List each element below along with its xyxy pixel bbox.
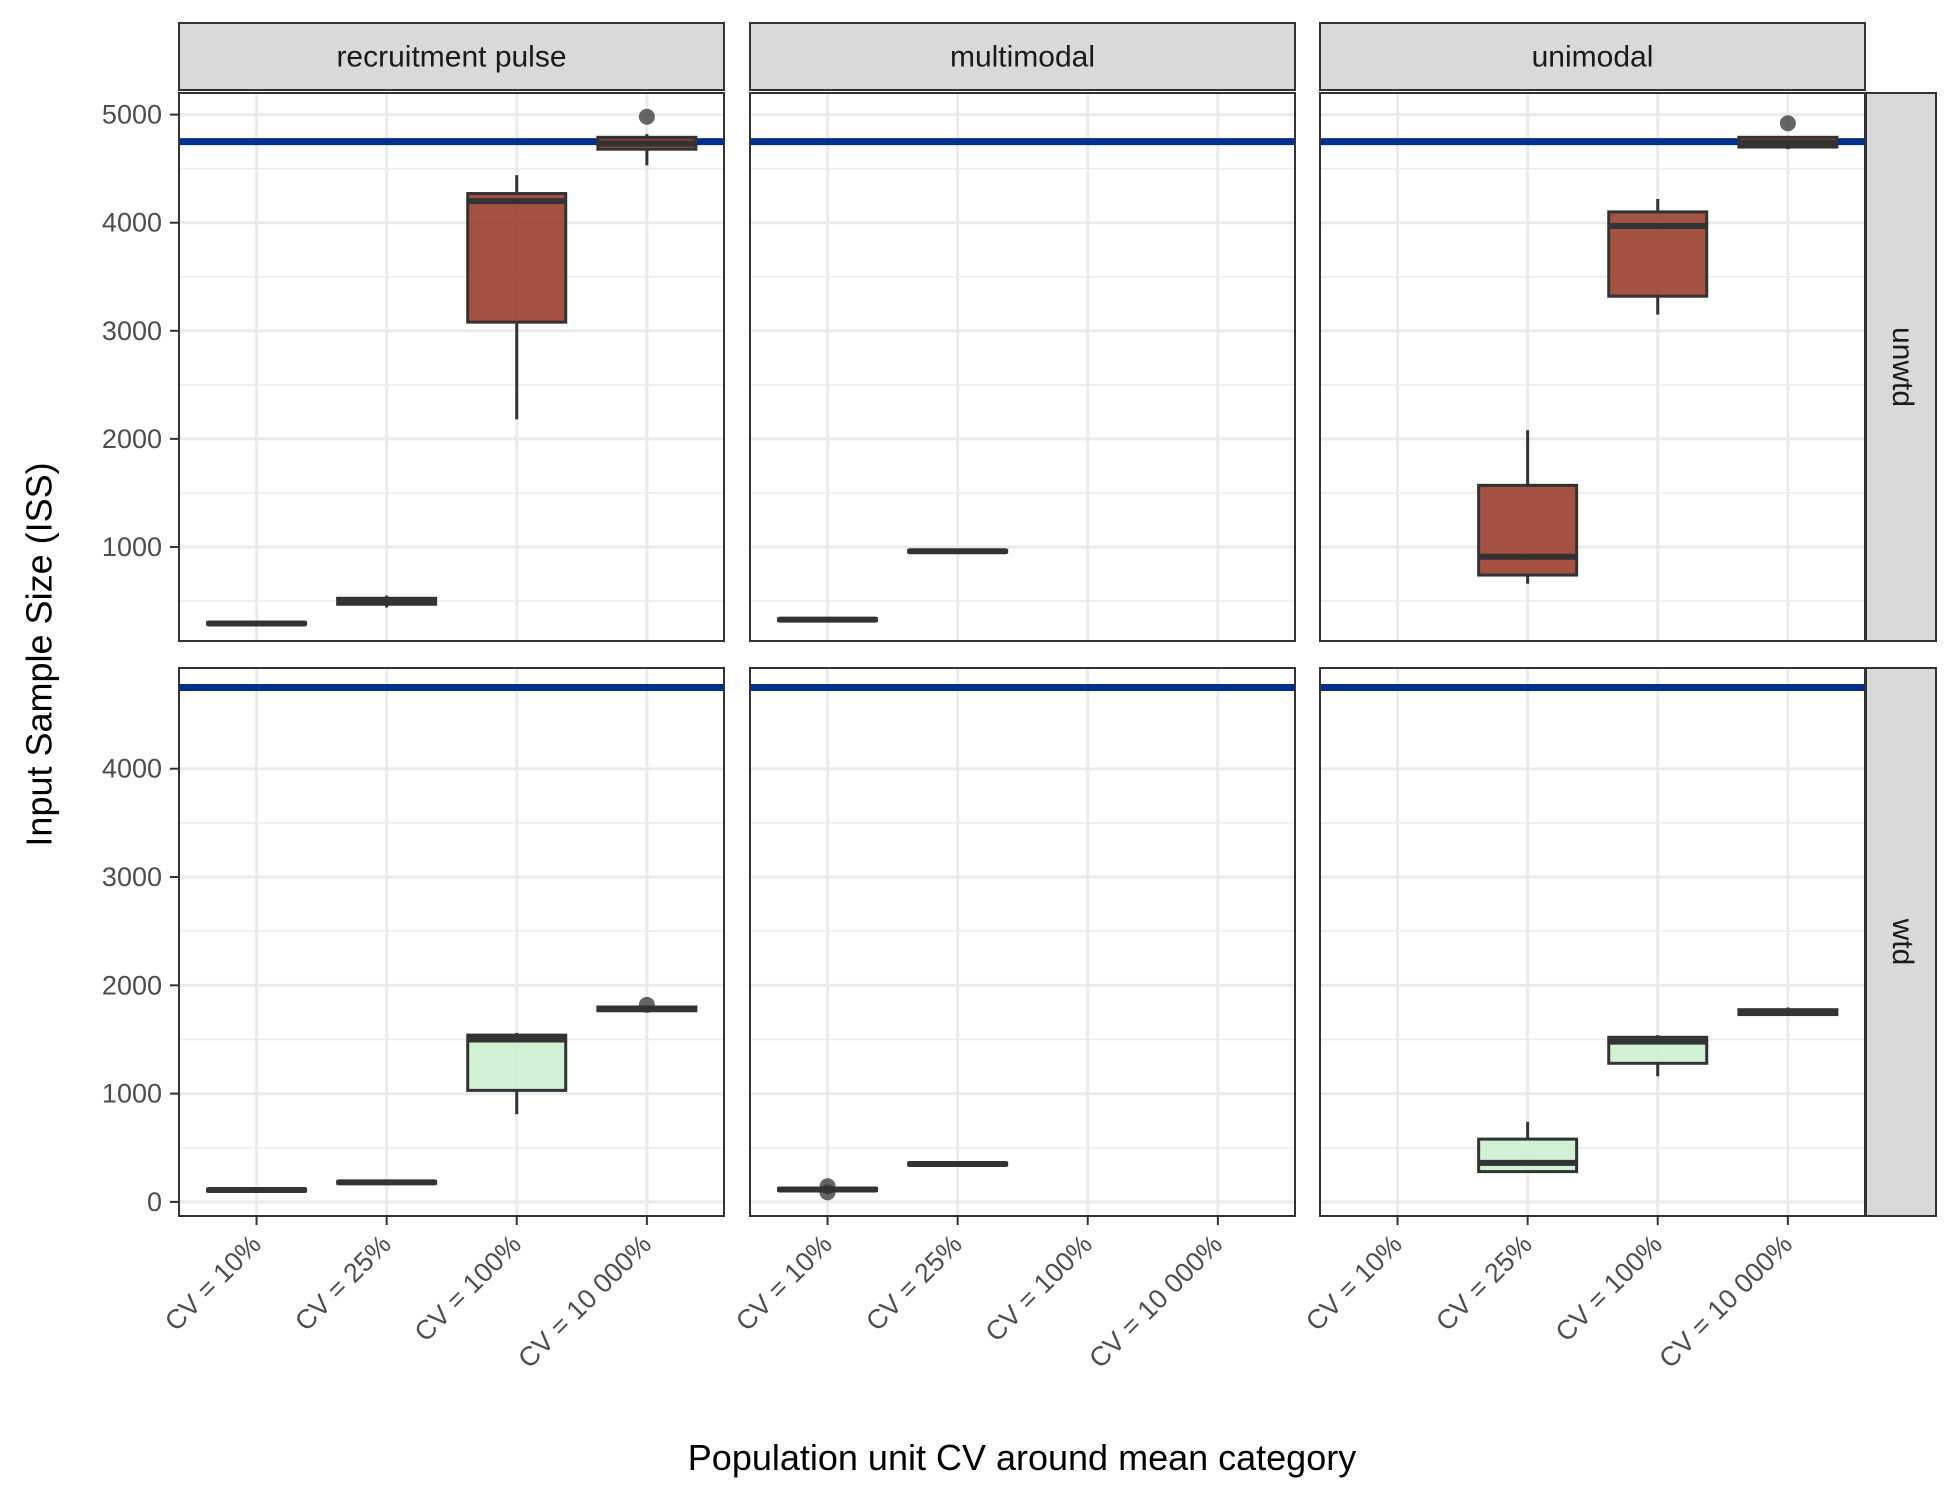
- x-tick-label: CV = 10 000%: [1083, 1229, 1228, 1374]
- x-tick-label: CV = 100%: [1550, 1229, 1668, 1347]
- x-tick-label: CV = 10%: [1300, 1229, 1408, 1337]
- y-tick-label: 1000: [102, 1079, 162, 1109]
- box-iqr: [466, 192, 568, 324]
- outlier-point: [638, 108, 655, 125]
- facet-strip-row: [1865, 667, 1937, 1217]
- x-tick-label: CV = 10 000%: [512, 1229, 657, 1374]
- y-tick-label: 1000: [102, 532, 162, 562]
- x-tick-label: CV = 25%: [1430, 1229, 1538, 1337]
- panel-border: [749, 667, 1296, 1217]
- panel-border: [1319, 667, 1866, 1217]
- panel-background: [179, 668, 724, 1216]
- facet-strip-col: [178, 22, 725, 91]
- panel: [749, 667, 1296, 1217]
- facet-strip-row: [1865, 92, 1937, 642]
- y-tick-label: 3000: [102, 316, 162, 346]
- facet-strip-col: [1319, 22, 1866, 91]
- panel-border: [749, 92, 1296, 642]
- x-tick-label: CV = 10 000%: [1653, 1229, 1798, 1374]
- facet-strip-label: wtd: [1886, 918, 1919, 966]
- y-tick-label: 2000: [102, 970, 162, 1000]
- panel-background: [750, 668, 1295, 1216]
- facet-strip-label: unimodal: [1532, 41, 1654, 74]
- x-tick-label: CV = 10%: [159, 1229, 267, 1337]
- x-tick-label: CV = 25%: [860, 1229, 968, 1337]
- x-tick-label: CV = 10%: [730, 1229, 838, 1337]
- panel-background: [1320, 93, 1865, 641]
- outlier-point: [1779, 115, 1796, 132]
- panel-background: [1320, 668, 1865, 1216]
- y-tick-label: 5000: [102, 100, 162, 130]
- x-tick-label: CV = 100%: [980, 1229, 1098, 1347]
- box-iqr: [466, 1033, 568, 1092]
- y-tick-label: 4000: [102, 754, 162, 784]
- facet-strip-col: [749, 22, 1296, 91]
- outlier-point: [819, 1178, 836, 1195]
- panel: [1319, 667, 1866, 1217]
- facet-strip-label: recruitment pulse: [336, 41, 566, 74]
- y-axis-title: Input Sample Size (ISS): [19, 462, 60, 846]
- box-iqr: [1477, 483, 1579, 577]
- box-iqr: [1477, 1137, 1579, 1174]
- y-tick-label: 0: [147, 1187, 162, 1217]
- outlier-point: [638, 996, 655, 1013]
- panel-border: [1319, 92, 1866, 642]
- panel: [1319, 92, 1866, 642]
- facet-strip-label: unwtd: [1886, 327, 1919, 407]
- panel-background: [750, 93, 1295, 641]
- panel-border: [178, 667, 725, 1217]
- x-axis-title: Population unit CV around mean category: [688, 1437, 1356, 1478]
- facet-strip-label: multimodal: [950, 41, 1095, 74]
- x-tick-label: CV = 100%: [409, 1229, 527, 1347]
- panel: [178, 92, 725, 642]
- panel-border: [178, 92, 725, 642]
- panel: [178, 667, 725, 1217]
- panel: [749, 92, 1296, 642]
- panel-background: [179, 93, 724, 641]
- y-tick-label: 4000: [102, 208, 162, 238]
- x-tick-label: CV = 25%: [289, 1229, 397, 1337]
- y-tick-label: 2000: [102, 424, 162, 454]
- y-tick-label: 3000: [102, 862, 162, 892]
